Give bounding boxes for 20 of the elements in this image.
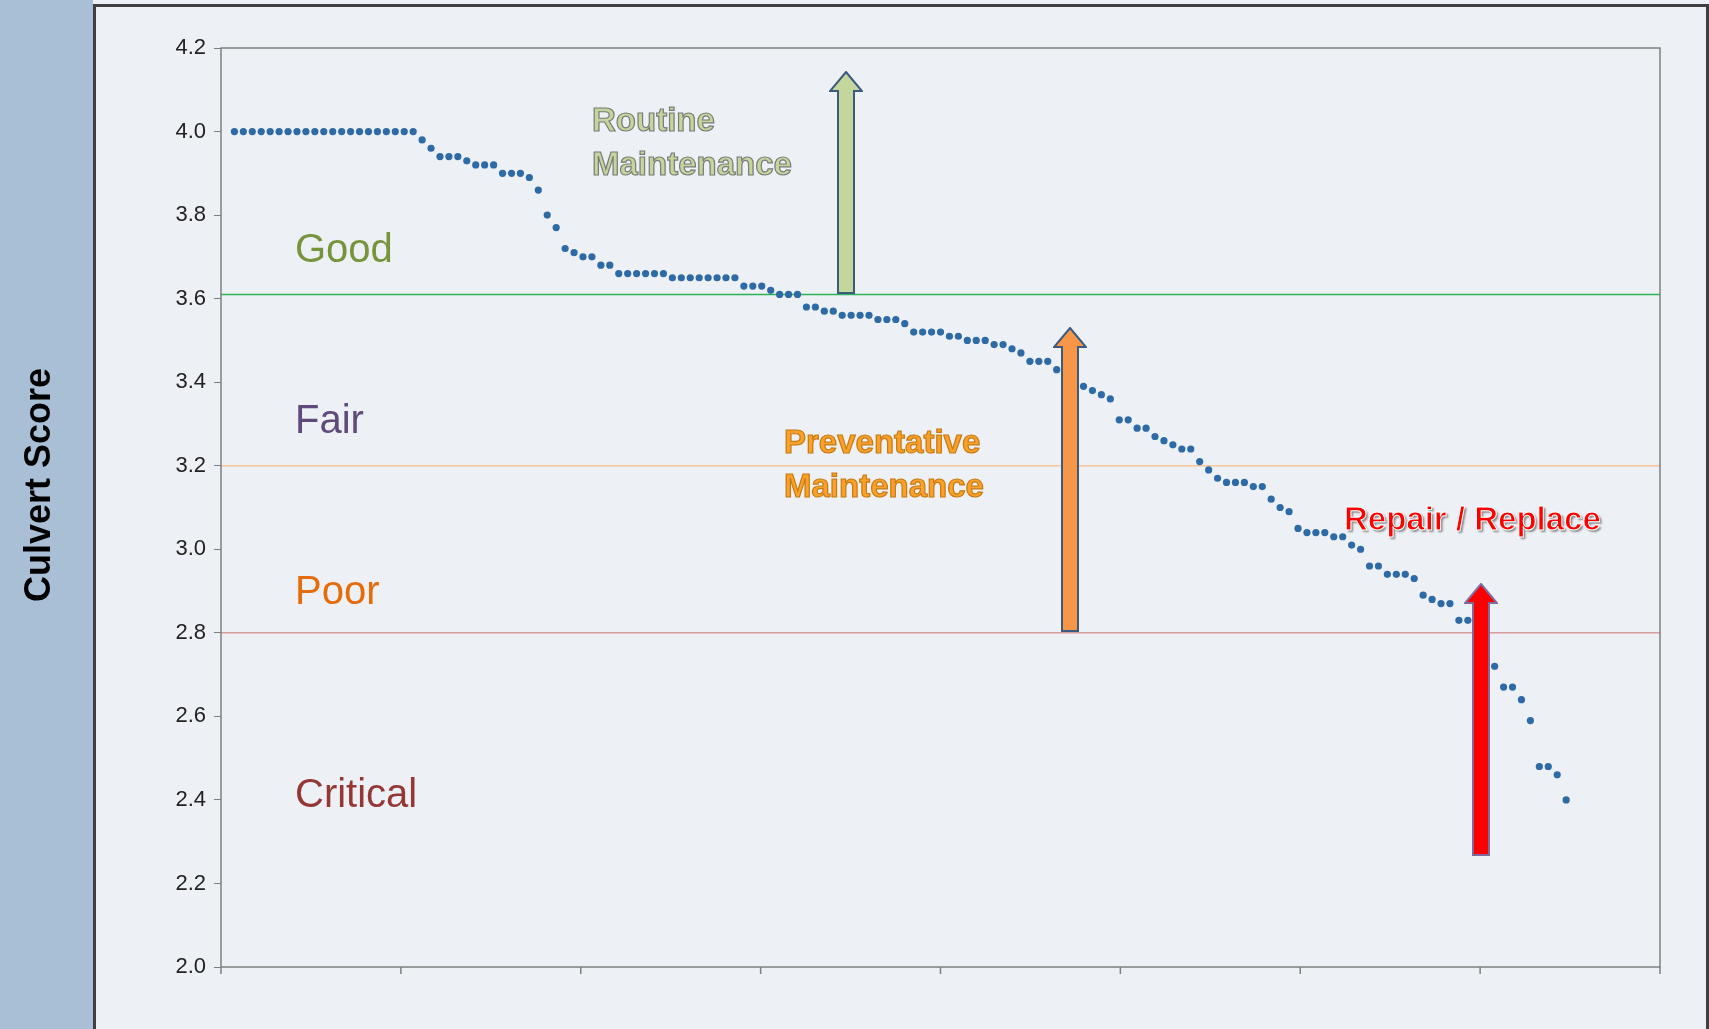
y-tick-label: 2.0 [175, 953, 206, 979]
y-tick-label: 2.6 [175, 702, 206, 728]
annotation: Preventative Maintenance [784, 422, 985, 506]
y-tick-label: 3.4 [175, 368, 206, 394]
y-tick-label: 4.2 [175, 34, 206, 60]
y-tick-label: 2.2 [175, 869, 206, 895]
y-tick-label: 4.0 [175, 117, 206, 143]
annotation: Critical [295, 771, 418, 816]
y-tick-label: 2.4 [175, 785, 206, 811]
annotation: Poor [295, 568, 380, 613]
y-tick-label: 2.8 [175, 618, 206, 644]
annotation: Fair [295, 397, 364, 442]
annotation: Repair / Replace [1344, 500, 1601, 538]
y-tick-label: 3.8 [175, 201, 206, 227]
y-tick-label: 3.0 [175, 535, 206, 561]
annotation: Good [295, 226, 393, 271]
y-tick-label: 3.2 [175, 451, 206, 477]
y-axis-title: Culvert Score [17, 367, 59, 603]
annotation: Routine Maintenance [592, 100, 793, 184]
y-tick-label: 3.6 [175, 284, 206, 310]
